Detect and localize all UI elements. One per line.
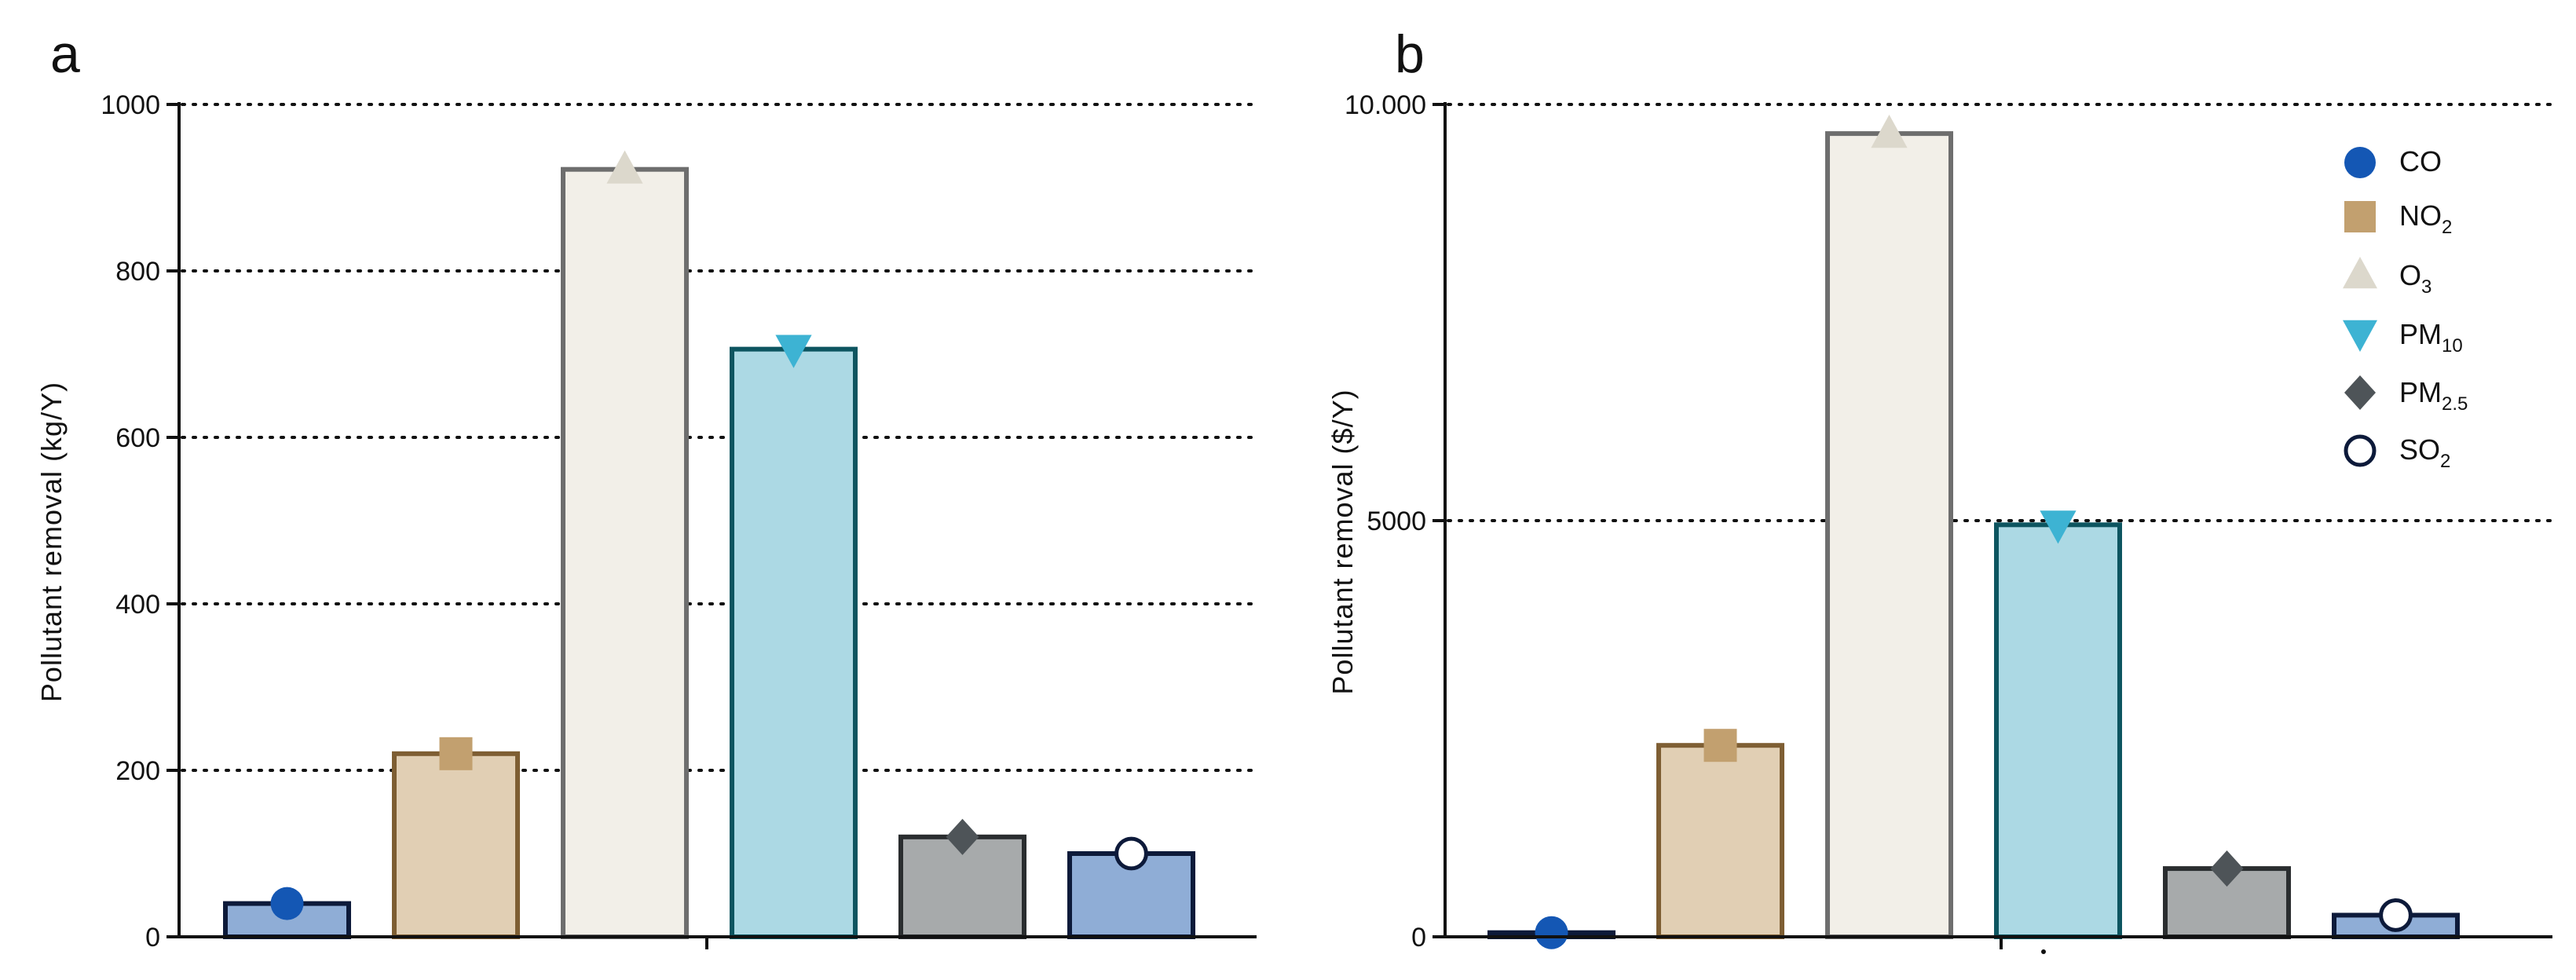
panel-b-gridlines bbox=[1447, 103, 2554, 522]
legend-label-co: CO bbox=[2399, 145, 2442, 177]
panel-b-bar-no2 bbox=[1656, 743, 1784, 940]
legend-label-so2: SO2 bbox=[2399, 433, 2450, 472]
panel-a-letter: a bbox=[50, 24, 80, 84]
panel-a-y-tick-label-0: 0 bbox=[145, 923, 160, 953]
panel-a-marker-no2 bbox=[439, 737, 473, 770]
panel-a-marker-co bbox=[270, 887, 304, 920]
legend-item-pm25: PM2.5 bbox=[2344, 375, 2468, 415]
panel-a-marker-pm25 bbox=[946, 818, 979, 855]
panel-a: a Pollutant removal (kg/Y) 0 200 400 600 800… bbox=[35, 24, 1258, 953]
panel-a-y-tick-label-200: 200 bbox=[115, 756, 160, 786]
panel-b-marker-o3 bbox=[1871, 114, 1908, 148]
legend-symbol-no2 bbox=[2344, 201, 2376, 232]
legend-marker-no2 bbox=[2344, 201, 2376, 232]
legend-label-pm10: PM10 bbox=[2399, 318, 2463, 357]
panel-b-letter: b bbox=[1395, 24, 1425, 84]
panel-b-y-tick-label-5000: 5000 bbox=[1367, 506, 1426, 536]
legend-marker-o3 bbox=[2343, 257, 2377, 289]
legend-item-no2: NO2 bbox=[2344, 199, 2452, 238]
legend-symbol-so2 bbox=[2344, 434, 2377, 467]
panel-b-y-tick-label-0: 0 bbox=[1411, 923, 1426, 953]
legend-symbol-pm25 bbox=[2344, 375, 2376, 410]
panel-b-markers bbox=[1535, 114, 2413, 949]
panel-b-y-tick-label-10000: 10.000 bbox=[1345, 90, 1426, 120]
panel-b-marker-pm10 bbox=[2040, 510, 2077, 544]
legend-symbol-co bbox=[2344, 147, 2376, 178]
panel-b-marker-so2 bbox=[2379, 898, 2413, 932]
panel-b: b Pollutant removal ($/Y) 0 5000 10.000 bbox=[1326, 24, 2554, 954]
panel-a-y-tick-label-800: 800 bbox=[115, 257, 160, 287]
panel-a-marker-pm10 bbox=[775, 335, 812, 368]
panel-a-y-tick-label-400: 400 bbox=[115, 590, 160, 620]
legend-item-so2: SO2 bbox=[2344, 433, 2450, 472]
panel-b-bars bbox=[1487, 131, 2460, 940]
legend-symbol-o3 bbox=[2343, 257, 2377, 289]
panel-a-y-axis-title: Pollutant removal (kg/Y) bbox=[35, 382, 68, 702]
panel-b-bar-o3 bbox=[1825, 131, 1953, 940]
legend-item-o3: O3 bbox=[2343, 257, 2431, 298]
legend-marker-so2 bbox=[2344, 434, 2377, 467]
panel-a-y-ticks: 0 200 400 600 800 1000 bbox=[101, 90, 179, 953]
panel-b-marker-no2 bbox=[1703, 729, 1737, 762]
legend-item-co: CO bbox=[2344, 145, 2442, 178]
legend: CO NO2 O3 PM10 PM2.5 SO2 bbox=[2343, 145, 2468, 472]
panel-a-gridlines bbox=[181, 103, 1258, 772]
panel-a-bar-o3 bbox=[561, 166, 689, 939]
panel-a-bars bbox=[223, 166, 1195, 940]
panel-a-y-tick-label-1000: 1000 bbox=[101, 90, 160, 120]
legend-label-pm25: PM2.5 bbox=[2399, 376, 2468, 415]
legend-label-no2: NO2 bbox=[2399, 199, 2452, 238]
panel-a-markers bbox=[270, 150, 1148, 920]
panel-a-axes bbox=[177, 102, 1257, 949]
panel-a-bar-no2 bbox=[392, 751, 520, 939]
panel-b-bar-pm10 bbox=[1994, 522, 2122, 939]
panel-a-bar-pm10 bbox=[730, 346, 858, 939]
panel-a-y-tick-label-600: 600 bbox=[115, 423, 160, 453]
legend-marker-co bbox=[2344, 147, 2376, 178]
legend-marker-pm10 bbox=[2343, 320, 2377, 352]
panel-b-marker-co bbox=[1535, 916, 1568, 949]
panel-b-x-dot bbox=[2041, 949, 2046, 954]
legend-label-o3: O3 bbox=[2399, 259, 2431, 298]
legend-symbol-pm10 bbox=[2343, 320, 2377, 352]
panel-b-marker-pm25 bbox=[2210, 850, 2244, 887]
legend-item-pm10: PM10 bbox=[2343, 318, 2463, 357]
panel-b-y-ticks: 0 5000 10.000 bbox=[1345, 90, 1445, 953]
panel-a-marker-so2 bbox=[1114, 836, 1148, 871]
legend-marker-pm25 bbox=[2344, 375, 2376, 410]
panel-a-marker-o3 bbox=[606, 150, 643, 184]
panel-b-y-axis-title: Pollutant removal ($/Y) bbox=[1326, 389, 1359, 694]
